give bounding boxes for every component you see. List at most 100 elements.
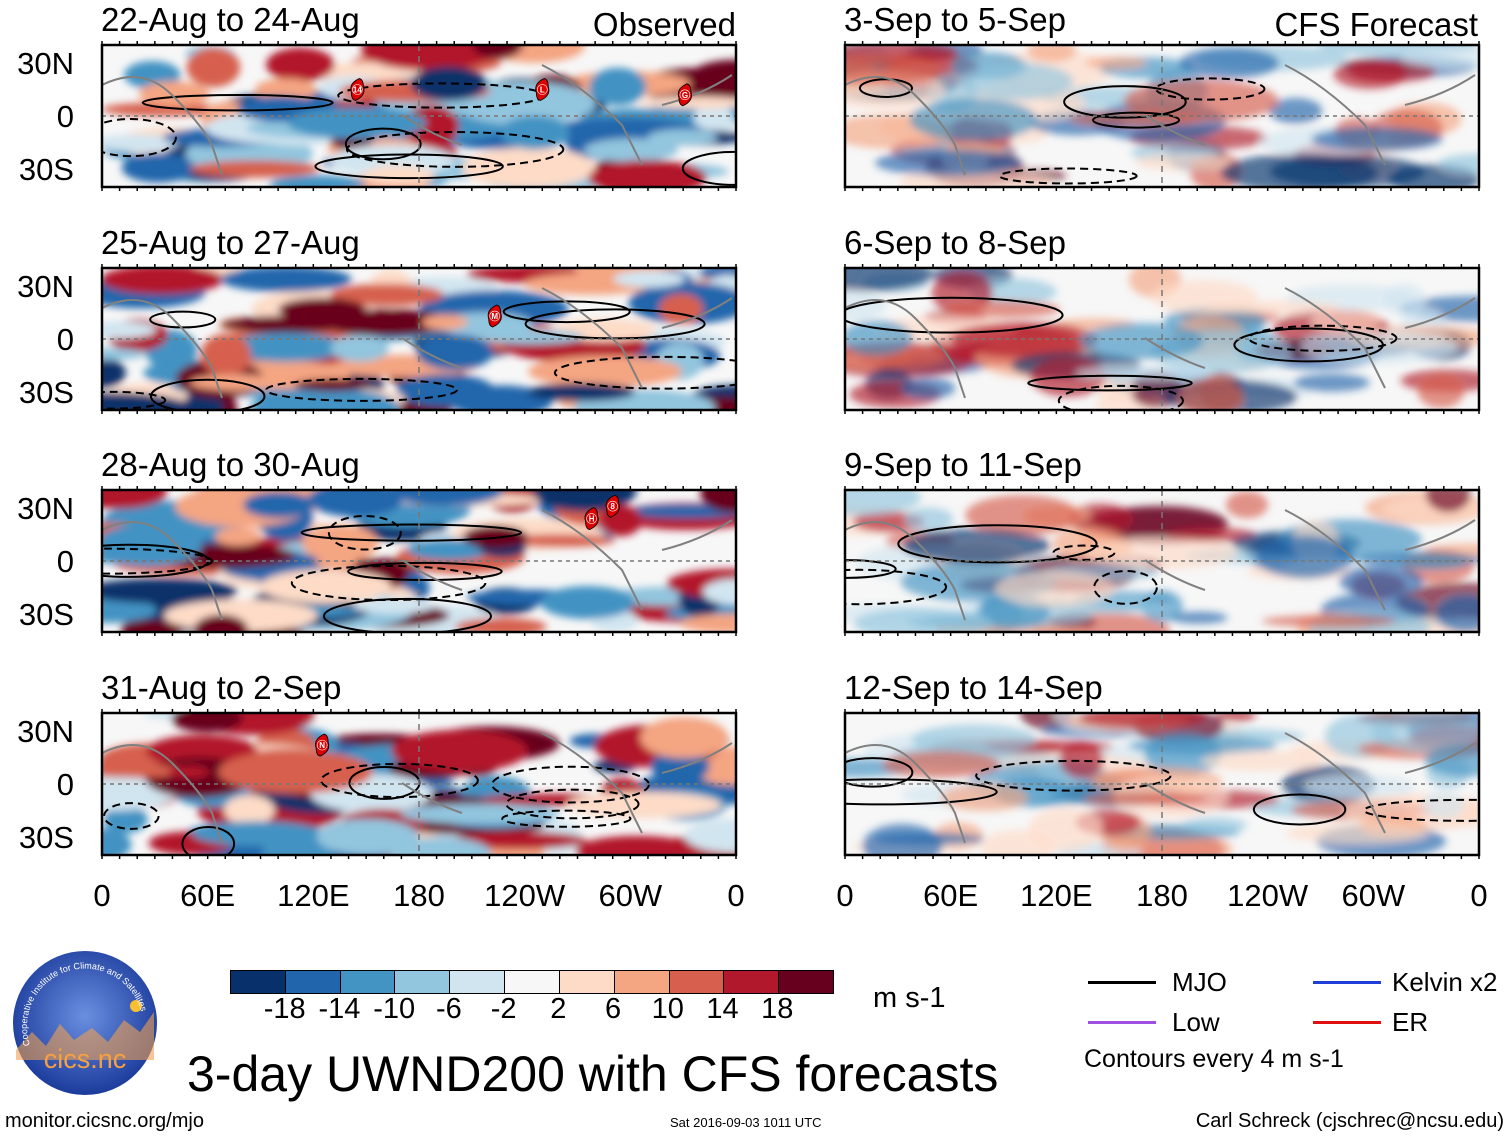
coastlines bbox=[845, 509, 1476, 621]
wind-anomaly-blob bbox=[540, 586, 636, 619]
wind-anomaly-blob bbox=[1437, 153, 1479, 175]
mjo-contour bbox=[1248, 324, 1398, 352]
mjo-contour bbox=[845, 296, 1064, 334]
mjo-contour bbox=[149, 378, 266, 410]
coastlines bbox=[845, 64, 1476, 176]
colorbar-tick-label: 6 bbox=[605, 993, 622, 1025]
tropical-cyclone-marker: 14 bbox=[350, 78, 365, 101]
wind-anomaly-blob bbox=[200, 333, 251, 377]
panel-title: 22-Aug to 24-Aug bbox=[101, 1, 360, 38]
wind-anomaly-blob bbox=[613, 270, 685, 288]
wind-anomaly-blob bbox=[102, 321, 157, 339]
footer-timestamp: Sat 2016-09-03 1011 UTC bbox=[670, 1115, 822, 1130]
wind-anomaly-blob bbox=[702, 578, 736, 605]
map-panel: M bbox=[100, 264, 738, 414]
wind-anomaly-blob bbox=[302, 524, 379, 563]
wind-anomaly-blob bbox=[1383, 284, 1426, 317]
mjo-contour bbox=[344, 127, 422, 161]
lat-tick-label: 0 bbox=[56, 322, 74, 357]
lon-tick-label: 0 bbox=[836, 878, 854, 913]
wind-anomaly-blob bbox=[102, 578, 238, 604]
wind-anomaly-blob bbox=[598, 505, 643, 537]
wind-anomaly-blob bbox=[352, 597, 435, 614]
wind-anomaly-blob bbox=[995, 570, 1115, 608]
contour-note: Contours every 4 m s-1 bbox=[1084, 1045, 1344, 1073]
wind-anomaly-blob bbox=[227, 332, 346, 362]
legend-low-label: Low bbox=[1172, 1007, 1220, 1037]
wind-anomaly-blob bbox=[623, 504, 736, 519]
panel-title: 3-Sep to 5-Sep bbox=[844, 1, 1066, 38]
wind-anomaly-blob bbox=[218, 750, 373, 794]
wind-anomaly-blob bbox=[650, 750, 710, 783]
coastlines bbox=[102, 64, 733, 176]
legend-er-line bbox=[1313, 1021, 1381, 1024]
wind-anomaly-blob bbox=[121, 152, 195, 183]
mjo-contour bbox=[1092, 111, 1181, 129]
coastlines bbox=[102, 732, 733, 844]
lat-tick-label: 30S bbox=[18, 152, 74, 187]
storm-id: G bbox=[682, 91, 688, 100]
footer-credit: Carl Schreck (cjschrec@ncsu.edu) bbox=[1195, 1110, 1504, 1132]
wind-anomaly-blob bbox=[1027, 45, 1077, 62]
wind-anomaly-blob bbox=[461, 147, 596, 187]
tropical-cyclone-marker: L bbox=[535, 78, 550, 101]
legend-mjo-line bbox=[1088, 981, 1156, 984]
wind-anomaly-blob bbox=[500, 115, 570, 150]
mjo-contour bbox=[320, 762, 479, 799]
mjo-contour bbox=[505, 788, 640, 820]
wind-anomaly-blob bbox=[190, 160, 320, 178]
wind-anomaly-blob bbox=[191, 821, 324, 847]
wind-anomaly-blob bbox=[102, 392, 194, 410]
mjo-contour bbox=[845, 559, 897, 579]
coastlines bbox=[845, 287, 1476, 399]
lon-tick-label: 180 bbox=[393, 878, 445, 913]
lon-tick-label: 60E bbox=[923, 878, 979, 913]
colorbar-tick-label: -10 bbox=[373, 993, 416, 1025]
wind-anomaly-blob bbox=[449, 385, 553, 410]
wind-anomaly-blob bbox=[102, 134, 184, 152]
wind-anomaly-blob bbox=[566, 791, 722, 819]
mjo-contour bbox=[1052, 544, 1116, 561]
mjo-contour bbox=[102, 547, 214, 575]
wind-anomaly-blob bbox=[1311, 127, 1443, 151]
colorbar-swatch bbox=[669, 971, 725, 993]
lat-tick-label: 0 bbox=[56, 544, 74, 579]
colorbar-tick-label: 10 bbox=[651, 993, 684, 1025]
wind-anomaly-blob bbox=[504, 534, 616, 547]
wind-anomaly-blob bbox=[845, 320, 913, 356]
footer-url[interactable]: monitor.cicsnc.org/mjo bbox=[5, 1110, 204, 1132]
mjo-contour bbox=[141, 93, 334, 112]
map-panel: 14 L G bbox=[100, 41, 738, 191]
lat-tick-label: 0 bbox=[56, 99, 74, 134]
wind-anomaly-blob bbox=[1425, 490, 1471, 513]
cics-logo: Cooperative Institute for Climate and Sa… bbox=[12, 950, 158, 1096]
lon-tick-label: 120E bbox=[277, 878, 350, 913]
wind-anomaly-blob bbox=[266, 47, 335, 82]
mjo-contour bbox=[347, 561, 503, 581]
wind-anomaly-blob bbox=[1221, 153, 1378, 187]
wind-anomaly-blob bbox=[959, 62, 1074, 100]
colorbar-tick-label: -18 bbox=[263, 993, 306, 1025]
legend-low-line bbox=[1088, 1021, 1156, 1024]
panel-title: 6-Sep to 8-Sep bbox=[844, 224, 1066, 261]
lon-tick-label: 60E bbox=[180, 878, 236, 913]
colorbar-swatch bbox=[779, 971, 833, 993]
wind-anomaly-blob bbox=[638, 96, 736, 109]
lat-tick-label: 30S bbox=[18, 820, 74, 855]
mjo-contour bbox=[845, 778, 998, 806]
panel-title: 9-Sep to 11-Sep bbox=[844, 446, 1082, 483]
colorbar-swatch bbox=[614, 971, 670, 993]
coastlines bbox=[102, 509, 733, 621]
wind-anomaly-blob bbox=[1424, 744, 1479, 778]
lon-tick-label: 120W bbox=[484, 878, 566, 913]
wind-anomaly-blob bbox=[361, 45, 499, 71]
mjo-contour bbox=[1057, 384, 1184, 410]
colorbar-tick-label: 14 bbox=[706, 993, 739, 1025]
mjo-contour bbox=[845, 568, 948, 606]
wind-anomaly-blob bbox=[1203, 300, 1341, 315]
wind-anomaly-blob bbox=[901, 377, 956, 399]
mjo-contour bbox=[553, 355, 736, 390]
coastlines bbox=[845, 732, 1476, 844]
mjo-contour bbox=[327, 514, 402, 551]
wind-anomaly-blob bbox=[451, 831, 587, 850]
